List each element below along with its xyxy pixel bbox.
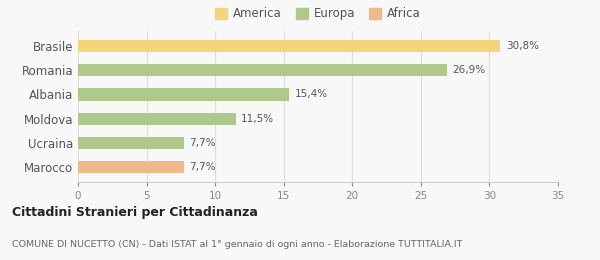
Text: 7,7%: 7,7% <box>189 138 215 148</box>
Text: 15,4%: 15,4% <box>295 89 328 99</box>
Text: 7,7%: 7,7% <box>189 162 215 172</box>
Bar <box>78 88 289 101</box>
Bar <box>78 40 500 52</box>
Bar <box>78 161 184 173</box>
Text: 30,8%: 30,8% <box>506 41 539 51</box>
Text: 11,5%: 11,5% <box>241 114 274 124</box>
Bar <box>78 137 184 149</box>
Text: COMUNE DI NUCETTO (CN) - Dati ISTAT al 1° gennaio di ogni anno - Elaborazione TU: COMUNE DI NUCETTO (CN) - Dati ISTAT al 1… <box>12 240 463 249</box>
Text: 26,9%: 26,9% <box>452 65 485 75</box>
Text: Cittadini Stranieri per Cittadinanza: Cittadini Stranieri per Cittadinanza <box>12 206 258 219</box>
Legend: America, Europa, Africa: America, Europa, Africa <box>212 4 424 24</box>
Bar <box>78 64 447 76</box>
Bar <box>78 113 236 125</box>
